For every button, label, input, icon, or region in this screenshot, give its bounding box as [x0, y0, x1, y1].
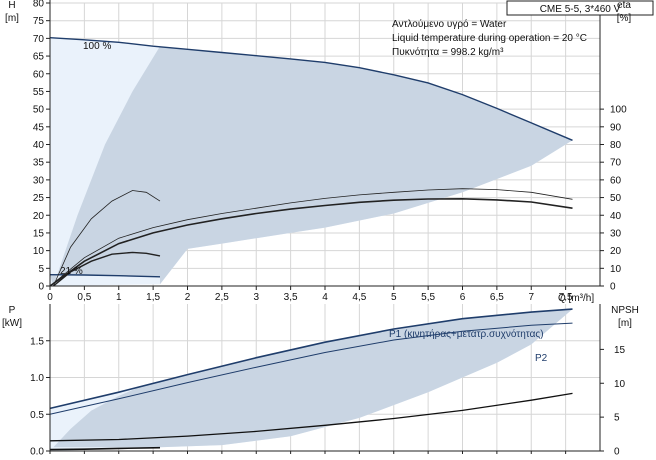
eta-tick-label: 50 — [610, 193, 622, 204]
power-tick-label: 1.0 — [30, 373, 44, 384]
eta-tick-label: 0 — [610, 282, 616, 293]
eta-tick-label: 40 — [610, 211, 622, 222]
flow-tick-label: 5,5 — [421, 292, 435, 303]
flow-tick-label: 3,5 — [284, 292, 298, 303]
curve-label-max-speed: 100 % — [83, 41, 111, 52]
p1-legend-label: P1 (κινητήρας+μετατρ.συχνότητας) — [389, 328, 544, 340]
npsh-axis-unit: [m] — [618, 318, 632, 329]
top-curves — [49, 37, 573, 287]
head-tick-label: 5 — [38, 264, 44, 275]
power-tick-label: 0.5 — [30, 410, 44, 421]
flow-tick-label: 4 — [322, 292, 328, 303]
eta-curve-partial-1 — [53, 190, 161, 287]
eta-curve-max-2 — [49, 197, 573, 287]
flow-tick-label: 6,5 — [490, 292, 504, 303]
head-tick-label: 40 — [33, 140, 45, 151]
flow-tick-label: 7 — [528, 292, 534, 303]
head-axis-unit: [m] — [5, 13, 19, 24]
eta-tick-label: 60 — [610, 175, 622, 186]
eta-axis-unit: [%] — [617, 13, 632, 24]
head-tick-label: 80 — [33, 0, 45, 10]
head-tick-label: 55 — [33, 87, 45, 98]
top-axes: 0510152025303540455055606570758001020304… — [33, 0, 627, 303]
head-tick-label: 45 — [33, 122, 45, 133]
eta-tick-label: 80 — [610, 140, 622, 151]
head-tick-label: 20 — [33, 211, 45, 222]
head-tick-label: 10 — [33, 246, 45, 257]
bottom-curves — [49, 308, 573, 451]
annotation-temperature: Liquid temperature during operation = 20… — [392, 33, 587, 44]
flow-tick-label: 6 — [460, 292, 466, 303]
flow-tick-label: 0 — [47, 292, 53, 303]
head-tick-label: 60 — [33, 69, 45, 80]
npsh-tick-label: 10 — [614, 379, 626, 390]
flow-tick-label: 7,5 — [559, 292, 573, 303]
eta-tick-label: 10 — [610, 264, 622, 275]
head-axis-label: H — [8, 0, 15, 11]
power-axis-label: P — [9, 305, 16, 316]
eta-tick-label: 20 — [610, 246, 622, 257]
head-curve-max-speed — [49, 37, 573, 141]
flow-tick-label: 2 — [185, 292, 191, 303]
flow-tick-label: 0,5 — [77, 292, 91, 303]
eta-tick-label: 90 — [610, 122, 622, 133]
flow-tick-label: 4,5 — [352, 292, 366, 303]
flow-tick-label: 1 — [116, 292, 122, 303]
p1-curve — [49, 308, 573, 410]
power-curve-min-speed — [49, 446, 161, 451]
npsh-tick-label: 15 — [614, 345, 626, 356]
npsh-curve — [49, 392, 573, 442]
head-tick-label: 50 — [33, 105, 45, 116]
power-axis-unit: [kW] — [2, 318, 22, 329]
eta-tick-label: 100 — [610, 105, 627, 116]
eta-axis-label: eta — [617, 0, 631, 11]
npsh-tick-label: 5 — [614, 413, 620, 424]
curve-label-min-speed: 21 % — [60, 266, 83, 277]
p2-curve — [49, 322, 573, 415]
bottom-axes: 0.0 0.5 1.0 1.5 0 5 10 15 — [30, 304, 626, 458]
top-operating-region — [50, 37, 573, 287]
annotation-fluid: Αντλούμενο υγρό = Water — [392, 18, 507, 30]
head-tick-label: 15 — [33, 228, 45, 239]
head-tick-label: 75 — [33, 16, 45, 27]
chart-title-box — [506, 0, 654, 16]
flow-tick-label: 3 — [253, 292, 259, 303]
eta-tick-label: 70 — [610, 158, 622, 169]
eta-curve-max-1 — [49, 188, 573, 287]
flow-tick-label: 1,5 — [146, 292, 160, 303]
flow-tick-label: 2,5 — [215, 292, 229, 303]
head-tick-label: 35 — [33, 158, 45, 169]
npsh-tick-label: 0 — [614, 447, 620, 458]
head-tick-label: 30 — [33, 175, 45, 186]
eta-tick-label: 30 — [610, 228, 622, 239]
power-tick-label: 0.0 — [30, 447, 44, 458]
npsh-axis-label: NPSH — [611, 305, 639, 316]
flow-axis-label: Q [m³/h] — [558, 293, 594, 304]
head-tick-label: 65 — [33, 52, 45, 63]
head-tick-label: 25 — [33, 193, 45, 204]
head-tick-label: 0 — [38, 282, 44, 293]
p2-legend-label: P2 — [535, 353, 548, 364]
bottom-operating-region — [50, 309, 573, 451]
chart-title: CME 5-5, 3*460 V — [540, 4, 621, 15]
annotation-density: Πυκνότητα = 998.2 kg/m³ — [392, 46, 504, 58]
flow-tick-label: 5 — [391, 292, 397, 303]
bottom-operating-region-dark — [53, 309, 573, 448]
head-tick-label: 70 — [33, 34, 45, 45]
power-tick-label: 1.5 — [30, 336, 44, 347]
